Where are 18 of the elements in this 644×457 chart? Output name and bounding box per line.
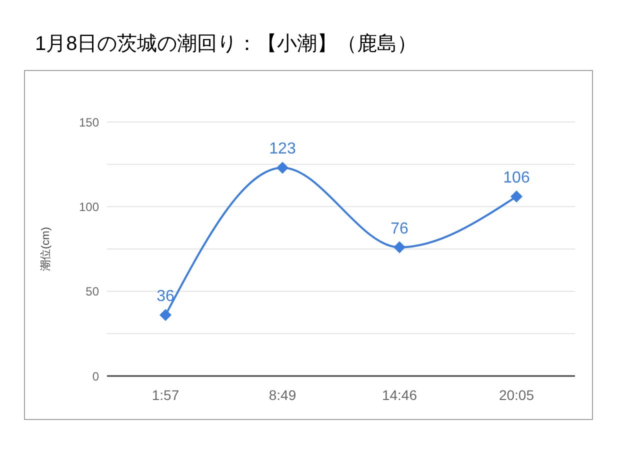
x-tick-label: 20:05 <box>498 386 534 403</box>
data-label: 36 <box>156 288 174 306</box>
y-tick-label: 150 <box>78 115 100 130</box>
y-axis-title: 潮位(cm) <box>39 227 52 271</box>
data-label: 106 <box>503 170 530 187</box>
x-tick-label: 14:46 <box>382 386 418 403</box>
data-label: 76 <box>390 220 408 238</box>
y-tick-label: 50 <box>86 284 100 299</box>
y-tick-label: 100 <box>78 200 100 214</box>
x-tick-label: 8:49 <box>268 386 296 403</box>
y-tick-label: 0 <box>92 369 100 384</box>
data-label: 123 <box>269 140 296 158</box>
point <box>394 241 406 254</box>
point <box>276 162 288 174</box>
x-tick-label: 1:57 <box>152 386 180 403</box>
point <box>510 190 522 203</box>
point <box>160 309 172 322</box>
chart-title: 1月8日の茨城の潮回り：【小潮】（鹿島） <box>35 32 418 57</box>
